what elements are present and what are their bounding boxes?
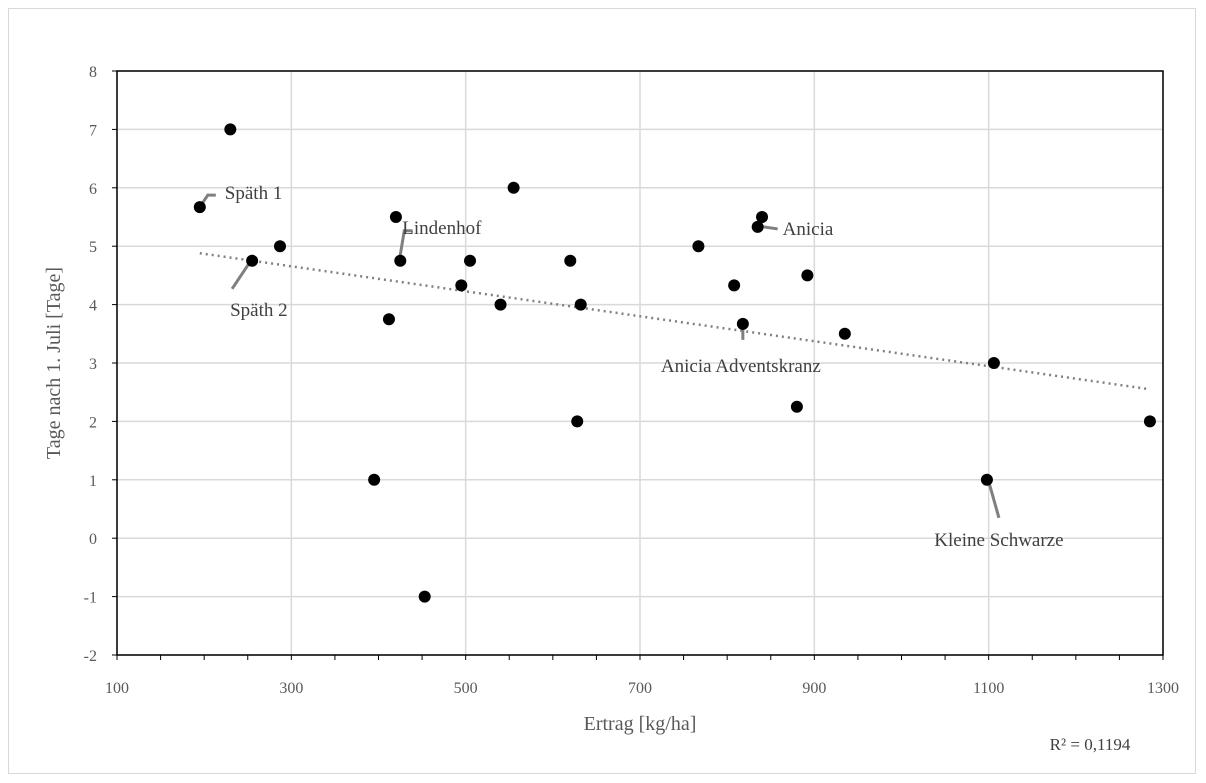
x-tick-label: 900 bbox=[802, 680, 826, 697]
data-point bbox=[193, 201, 206, 214]
r-squared-label: R² = 0,1194 bbox=[1050, 735, 1131, 754]
y-tick-label: 4 bbox=[89, 298, 97, 315]
data-point bbox=[838, 327, 851, 340]
data-point bbox=[728, 279, 741, 292]
annotation-leaders bbox=[198, 193, 1001, 519]
x-axis-title: Ertrag [kg/ha] bbox=[584, 713, 697, 735]
data-point bbox=[574, 298, 587, 311]
x-tick-label: 100 bbox=[105, 680, 129, 697]
tick-labels: 100 300 500 700 900 1100 1300 -2 -1 0 1 2 3 4 5 6 7 8 bbox=[84, 64, 1179, 697]
x-tick-label: 500 bbox=[454, 680, 478, 697]
data-point bbox=[368, 473, 381, 486]
data-point bbox=[987, 357, 1000, 369]
annotation-label: Späth 1 bbox=[225, 183, 283, 204]
data-point bbox=[801, 269, 814, 282]
x-tick-label: 1300 bbox=[1147, 680, 1179, 697]
data-points bbox=[193, 123, 1156, 603]
data-point bbox=[382, 313, 395, 326]
data-point bbox=[389, 211, 402, 223]
data-point bbox=[736, 317, 749, 330]
data-point bbox=[571, 415, 584, 428]
y-tick-label: 2 bbox=[89, 414, 97, 431]
data-point bbox=[756, 211, 769, 223]
y-tick-label: 8 bbox=[89, 64, 97, 81]
annotations: Späth 1 Späth 2 Lindenhof Anicia Anicia Adve… bbox=[225, 183, 1064, 551]
data-point bbox=[394, 254, 407, 267]
y-axis-title: Tage nach 1. Juli [Tage] bbox=[43, 267, 65, 459]
data-point bbox=[274, 240, 287, 253]
annotation-label: Späth 2 bbox=[230, 300, 288, 321]
y-tick-label: 1 bbox=[89, 473, 97, 490]
x-tick-label: 700 bbox=[628, 680, 652, 697]
annotation-label: Anicia Adventskranz bbox=[661, 356, 821, 377]
data-point bbox=[692, 240, 705, 253]
annotation-label: Lindenhof bbox=[402, 218, 482, 239]
data-point bbox=[224, 123, 237, 136]
data-point bbox=[494, 298, 507, 311]
y-tick-label: 0 bbox=[89, 531, 97, 548]
data-point bbox=[790, 400, 803, 413]
x-tick-label: 1100 bbox=[973, 680, 1004, 697]
axis-ticks bbox=[112, 70, 1164, 660]
y-tick-label: -1 bbox=[84, 590, 97, 607]
data-point bbox=[1143, 415, 1156, 428]
data-point bbox=[418, 590, 431, 603]
data-point bbox=[751, 220, 764, 233]
y-tick-label: 6 bbox=[89, 181, 97, 198]
data-point bbox=[507, 181, 520, 194]
annotation-label: Kleine Schwarze bbox=[934, 530, 1063, 551]
data-point bbox=[455, 279, 468, 292]
y-tick-label: 3 bbox=[89, 356, 97, 373]
data-point bbox=[246, 254, 259, 267]
grid-lines bbox=[116, 70, 1164, 656]
data-point bbox=[564, 254, 577, 267]
x-tick-label: 300 bbox=[279, 680, 303, 697]
y-tick-label: -2 bbox=[84, 648, 97, 665]
data-point bbox=[980, 473, 993, 486]
data-point bbox=[464, 254, 477, 267]
annotation-label: Anicia bbox=[783, 219, 834, 240]
y-tick-label: 5 bbox=[89, 239, 97, 256]
y-tick-label: 7 bbox=[89, 122, 97, 139]
chart-frame bbox=[8, 8, 1196, 774]
